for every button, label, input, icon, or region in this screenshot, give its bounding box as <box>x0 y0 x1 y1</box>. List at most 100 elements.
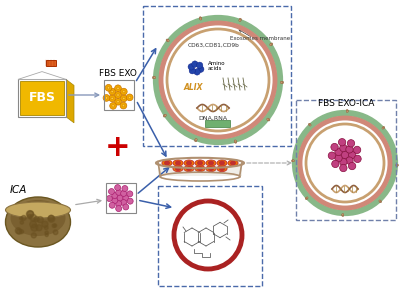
Circle shape <box>123 97 125 100</box>
Ellipse shape <box>217 160 227 166</box>
Ellipse shape <box>162 160 172 166</box>
Circle shape <box>15 228 21 234</box>
Circle shape <box>152 76 154 79</box>
Circle shape <box>111 97 113 100</box>
Circle shape <box>195 138 197 141</box>
Circle shape <box>48 215 55 222</box>
Circle shape <box>117 87 119 89</box>
Circle shape <box>346 110 348 113</box>
Circle shape <box>342 214 344 215</box>
Circle shape <box>195 139 197 142</box>
Text: FBS: FBS <box>28 91 56 104</box>
Circle shape <box>110 103 116 109</box>
Circle shape <box>115 85 121 92</box>
Circle shape <box>396 164 398 166</box>
Circle shape <box>27 211 34 217</box>
Circle shape <box>52 224 56 228</box>
Ellipse shape <box>198 161 202 165</box>
Circle shape <box>123 91 125 93</box>
Circle shape <box>194 69 200 75</box>
Circle shape <box>109 202 115 208</box>
Circle shape <box>112 197 118 204</box>
Circle shape <box>122 104 124 107</box>
Circle shape <box>128 96 131 98</box>
Circle shape <box>153 76 155 79</box>
Ellipse shape <box>184 160 194 166</box>
Circle shape <box>109 88 116 95</box>
Text: +: + <box>105 134 131 163</box>
Circle shape <box>37 217 43 223</box>
Ellipse shape <box>184 166 194 172</box>
Circle shape <box>239 19 241 22</box>
Text: FBS EXO-ICA: FBS EXO-ICA <box>318 100 374 108</box>
Circle shape <box>44 226 48 229</box>
Circle shape <box>234 140 236 142</box>
Circle shape <box>26 211 33 218</box>
Circle shape <box>42 221 48 227</box>
Circle shape <box>270 44 272 46</box>
Circle shape <box>17 229 22 234</box>
Circle shape <box>116 201 122 207</box>
Circle shape <box>20 217 23 220</box>
Circle shape <box>383 126 385 128</box>
Circle shape <box>31 224 38 231</box>
Circle shape <box>106 195 112 202</box>
Text: CD63,CD81,CD9b: CD63,CD81,CD9b <box>188 42 240 47</box>
Circle shape <box>105 84 112 91</box>
Circle shape <box>123 195 129 201</box>
Circle shape <box>30 221 36 228</box>
Circle shape <box>192 61 198 67</box>
Circle shape <box>121 200 127 206</box>
Circle shape <box>396 164 398 166</box>
Circle shape <box>340 158 347 166</box>
Polygon shape <box>66 79 74 123</box>
Circle shape <box>115 92 121 98</box>
Circle shape <box>239 18 241 21</box>
Circle shape <box>166 39 168 41</box>
Circle shape <box>103 95 110 101</box>
Circle shape <box>348 151 356 159</box>
Circle shape <box>167 40 169 42</box>
Circle shape <box>267 118 269 120</box>
Circle shape <box>234 141 236 143</box>
Circle shape <box>305 198 307 200</box>
Ellipse shape <box>176 161 180 165</box>
Circle shape <box>348 162 356 170</box>
Ellipse shape <box>209 167 213 170</box>
Circle shape <box>166 39 169 41</box>
Text: Amino
acids: Amino acids <box>208 61 226 71</box>
Circle shape <box>347 140 355 147</box>
Circle shape <box>116 206 122 212</box>
Circle shape <box>354 146 361 154</box>
Ellipse shape <box>173 166 183 172</box>
Ellipse shape <box>173 160 183 166</box>
Ellipse shape <box>206 160 216 166</box>
Circle shape <box>108 189 114 195</box>
Circle shape <box>306 197 308 199</box>
Ellipse shape <box>176 167 180 170</box>
Circle shape <box>309 124 311 126</box>
Circle shape <box>271 43 273 45</box>
Circle shape <box>306 197 308 199</box>
Circle shape <box>115 98 121 105</box>
Circle shape <box>379 200 381 202</box>
Circle shape <box>117 94 119 96</box>
Circle shape <box>292 160 294 162</box>
Ellipse shape <box>165 161 169 165</box>
Circle shape <box>28 214 32 219</box>
Circle shape <box>340 164 347 172</box>
Text: ALIX: ALIX <box>183 84 203 93</box>
Ellipse shape <box>187 161 191 165</box>
Circle shape <box>335 154 342 162</box>
Ellipse shape <box>187 167 191 170</box>
Circle shape <box>335 148 342 156</box>
Circle shape <box>309 124 311 126</box>
Circle shape <box>342 214 344 217</box>
Circle shape <box>127 198 133 204</box>
Circle shape <box>45 231 48 234</box>
Circle shape <box>112 105 114 107</box>
Circle shape <box>267 119 270 121</box>
Bar <box>205 120 230 127</box>
Circle shape <box>199 17 202 19</box>
Circle shape <box>117 100 119 103</box>
